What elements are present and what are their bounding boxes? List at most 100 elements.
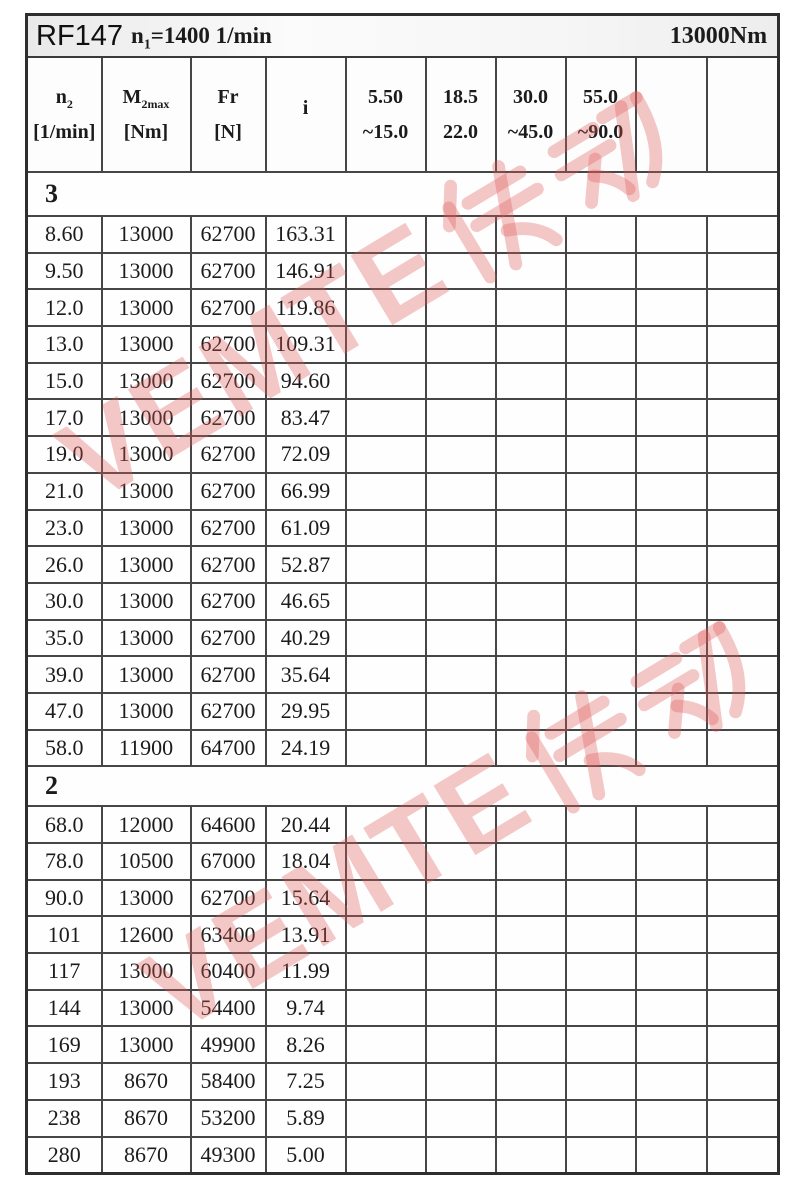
ratio-cell-shaded <box>344 805 427 844</box>
cell-m2max: 13000 <box>100 655 192 694</box>
cell-n2: 280 <box>25 1135 103 1175</box>
ratio-cell-shaded <box>344 251 427 291</box>
ratio-cell-shaded <box>424 545 497 584</box>
ratio-cell-shaded <box>564 805 637 844</box>
ratio-cell-shaded <box>424 878 497 918</box>
empty-cell <box>705 691 780 731</box>
cell-fr: 62700 <box>189 508 267 548</box>
cell-m2max: 8670 <box>100 1062 192 1101</box>
table-row: 35.0 13000 62700 40.29 <box>25 618 780 658</box>
empty-cell <box>634 988 708 1028</box>
ratio-cell-shaded <box>424 691 497 731</box>
cell-m2max: 10500 <box>100 842 192 881</box>
cell-fr: 62700 <box>189 361 267 401</box>
cell-fr: 58400 <box>189 1062 267 1101</box>
cell-i: 40.29 <box>264 618 347 658</box>
section-label: 2 <box>25 765 780 808</box>
ratio-cell-shaded <box>344 215 427 254</box>
cell-n2: 47.0 <box>25 691 103 731</box>
empty-cell <box>705 1098 780 1138</box>
empty-cell <box>705 655 780 694</box>
empty-cell <box>705 508 780 548</box>
ratio-cell <box>344 988 427 1028</box>
table-row: 101 12600 63400 13.91 <box>25 915 780 955</box>
cell-fr: 49900 <box>189 1025 267 1065</box>
empty-cell <box>705 471 780 511</box>
cell-i: 29.95 <box>264 691 347 731</box>
ratio-cell-shaded <box>494 728 567 768</box>
cell-fr: 62700 <box>189 878 267 918</box>
cell-fr: 62700 <box>189 471 267 511</box>
ratio-cell-shaded <box>424 952 497 991</box>
cell-n2: 169 <box>25 1025 103 1065</box>
empty-cell <box>705 915 780 955</box>
ratio-cell-shaded <box>424 842 497 881</box>
spec-table: RF147 n1=1400 1/min 13000Nm n2 [1/min] M2m… <box>25 13 781 1175</box>
cell-i: 13.91 <box>264 915 347 955</box>
column-header: 18.5 22.0 <box>424 56 497 173</box>
table-row: 193 8670 58400 7.25 <box>25 1062 780 1101</box>
empty-cell <box>634 471 708 511</box>
cell-m2max: 8670 <box>100 1135 192 1175</box>
ratio-cell-shaded <box>424 581 497 621</box>
cell-n2: 8.60 <box>25 215 103 254</box>
cell-n2: 58.0 <box>25 728 103 768</box>
cell-n2: 101 <box>25 915 103 955</box>
ratio-cell-shaded <box>494 361 567 401</box>
cell-fr: 62700 <box>189 251 267 291</box>
empty-cell <box>634 1098 708 1138</box>
cell-fr: 62700 <box>189 325 267 364</box>
column-header: n2 [1/min] <box>25 56 103 173</box>
cell-n2: 90.0 <box>25 878 103 918</box>
cell-fr: 53200 <box>189 1098 267 1138</box>
cell-m2max: 13000 <box>100 325 192 364</box>
empty-cell <box>634 805 708 844</box>
empty-cell <box>705 545 780 584</box>
ratio-cell-shaded <box>424 288 497 328</box>
table-row: 8.60 13000 62700 163.31 <box>25 215 780 254</box>
ratio-cell-shaded <box>344 325 427 364</box>
table-row: 13.0 13000 62700 109.31 <box>25 325 780 364</box>
cell-n2: 193 <box>25 1062 103 1101</box>
empty-cell <box>705 325 780 364</box>
ratio-cell-shaded <box>494 988 567 1028</box>
cell-fr: 62700 <box>189 288 267 328</box>
ratio-cell <box>344 1098 427 1138</box>
ratio-cell <box>344 1135 427 1175</box>
cell-fr: 62700 <box>189 581 267 621</box>
ratio-cell-shaded <box>494 915 567 955</box>
ratio-cell-shaded <box>564 952 637 991</box>
ratio-cell <box>424 215 497 254</box>
ratio-cell-shaded <box>344 581 427 621</box>
empty-cell <box>634 215 708 254</box>
cell-i: 61.09 <box>264 508 347 548</box>
ratio-cell-shaded <box>494 435 567 474</box>
cell-i: 15.64 <box>264 878 347 918</box>
model-label: RF147 <box>36 19 124 52</box>
table-row: 144 13000 54400 9.74 <box>25 988 780 1028</box>
cell-n2: 19.0 <box>25 435 103 474</box>
column-header: M2max [Nm] <box>100 56 192 173</box>
cell-fr: 62700 <box>189 691 267 731</box>
ratio-cell-shaded <box>494 805 567 844</box>
table-row: 47.0 13000 62700 29.95 <box>25 691 780 731</box>
empty-cell <box>705 728 780 768</box>
empty-cell <box>634 618 708 658</box>
empty-cell <box>634 545 708 584</box>
ratio-cell-shaded <box>494 545 567 584</box>
cell-i: 94.60 <box>264 361 347 401</box>
table-row: 78.0 10500 67000 18.04 <box>25 842 780 881</box>
cell-m2max: 13000 <box>100 691 192 731</box>
empty-cell <box>634 288 708 328</box>
empty-cell <box>634 251 708 291</box>
input-speed-label: n1=1400 1/min <box>131 23 272 52</box>
ratio-cell-shaded <box>564 545 637 584</box>
ratio-cell-shaded <box>494 325 567 364</box>
cell-m2max: 13000 <box>100 581 192 621</box>
ratio-cell-shaded <box>344 471 427 511</box>
empty-cell <box>705 435 780 474</box>
ratio-cell <box>564 215 637 254</box>
ratio-cell-shaded <box>494 691 567 731</box>
ratio-cell-shaded <box>344 398 427 438</box>
ratio-cell-shaded <box>494 878 567 918</box>
